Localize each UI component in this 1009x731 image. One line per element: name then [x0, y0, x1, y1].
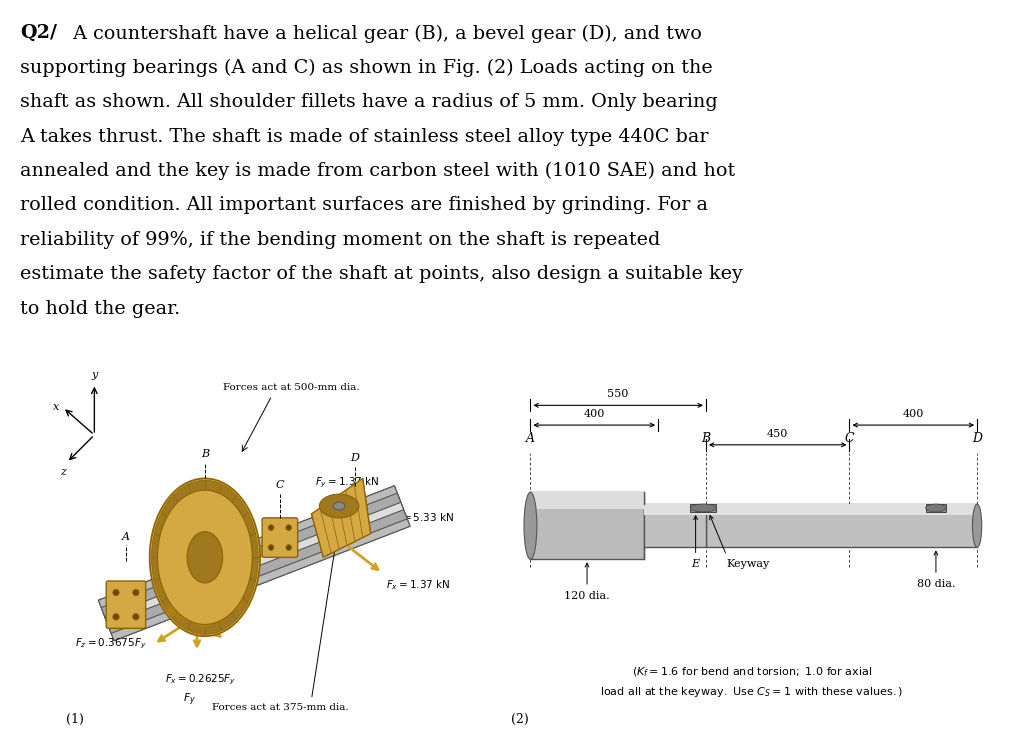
Text: Q2/: Q2/: [20, 24, 58, 42]
Circle shape: [268, 545, 273, 550]
Bar: [706, 504, 977, 515]
Text: estimate the safety factor of the shaft at points, also design a suitable key: estimate the safety factor of the shaft …: [20, 265, 743, 283]
Circle shape: [286, 545, 292, 550]
Text: x: x: [52, 402, 59, 412]
Text: reliability of 99%, if the bending moment on the shaft is repeated: reliability of 99%, if the bending momen…: [20, 231, 661, 249]
Text: $F_y$: $F_y$: [183, 692, 196, 708]
Ellipse shape: [157, 491, 252, 624]
Text: rolled condition. All important surfaces are finished by grinding. For a: rolled condition. All important surfaces…: [20, 197, 708, 214]
Text: D: D: [350, 452, 359, 463]
Polygon shape: [101, 493, 408, 633]
Text: $F_y = 1.37\ \mathrm{kN}$: $F_y = 1.37\ \mathrm{kN}$: [315, 476, 379, 491]
Circle shape: [132, 613, 139, 620]
Text: D: D: [972, 432, 982, 444]
Text: Forces act at 500-mm dia.: Forces act at 500-mm dia.: [223, 383, 360, 392]
Text: A countershaft have a helical gear (B), a bevel gear (D), and two: A countershaft have a helical gear (B), …: [67, 24, 701, 42]
Polygon shape: [98, 485, 410, 641]
Text: Keyway: Keyway: [726, 559, 770, 569]
Text: 400: 400: [903, 409, 924, 419]
Circle shape: [268, 525, 273, 531]
Text: C: C: [275, 480, 285, 491]
Polygon shape: [98, 485, 410, 641]
Ellipse shape: [925, 504, 946, 512]
Text: 400: 400: [583, 409, 605, 419]
Circle shape: [286, 525, 292, 531]
Text: C: C: [845, 432, 855, 444]
Text: E: E: [691, 559, 699, 569]
Bar: [644, 504, 706, 515]
Circle shape: [132, 589, 139, 596]
Ellipse shape: [973, 504, 982, 548]
FancyBboxPatch shape: [106, 581, 145, 629]
Ellipse shape: [187, 531, 223, 583]
Text: y: y: [91, 370, 98, 379]
Text: (2): (2): [512, 713, 529, 726]
Text: 450: 450: [767, 429, 788, 439]
Text: B: B: [201, 449, 209, 458]
Ellipse shape: [524, 492, 537, 559]
Text: 80 dia.: 80 dia.: [917, 579, 956, 589]
Text: $F_x = 0.2625F_y$: $F_x = 0.2625F_y$: [165, 673, 237, 687]
Bar: [690, 504, 716, 512]
Ellipse shape: [333, 502, 345, 510]
Polygon shape: [165, 557, 244, 629]
Text: (1): (1): [66, 713, 84, 726]
Text: Forces act at 375-mm dia.: Forces act at 375-mm dia.: [212, 702, 348, 712]
Bar: [644, 504, 706, 548]
Text: A: A: [526, 432, 535, 444]
Text: supporting bearings (A and C) as shown in Fig. (2) Loads acting on the: supporting bearings (A and C) as shown i…: [20, 58, 713, 77]
Ellipse shape: [690, 504, 716, 512]
Circle shape: [113, 589, 119, 596]
Bar: [531, 492, 644, 559]
Text: shaft as shown. All shoulder fillets have a radius of 5 mm. Only bearing: shaft as shown. All shoulder fillets hav…: [20, 93, 718, 111]
Text: B: B: [701, 432, 710, 444]
Polygon shape: [312, 478, 370, 557]
Bar: [531, 492, 644, 509]
Polygon shape: [105, 502, 404, 624]
Text: 550: 550: [607, 390, 629, 399]
Text: $(K_f = 1.6\ \mathrm{for\ bend\ and\ torsion;}\ 1.0\ \mathrm{for\ axial}$: $(K_f = 1.6\ \mathrm{for\ bend\ and\ tor…: [632, 665, 872, 678]
Ellipse shape: [320, 494, 359, 518]
Text: A: A: [122, 531, 130, 542]
Circle shape: [113, 613, 119, 620]
Text: $F_z = 5.33\ \mathrm{kN}$: $F_z = 5.33\ \mathrm{kN}$: [390, 511, 454, 525]
Text: $F_x = 1.37\ \mathrm{kN}$: $F_x = 1.37\ \mathrm{kN}$: [386, 578, 451, 592]
Text: $F_z = 0.3675F_y$: $F_z = 0.3675F_y$: [75, 637, 146, 651]
Bar: [706, 504, 977, 548]
Text: z: z: [60, 466, 66, 477]
Ellipse shape: [151, 480, 258, 635]
Text: to hold the gear.: to hold the gear.: [20, 300, 181, 317]
Bar: [925, 504, 946, 512]
Text: A takes thrust. The shaft is made of stainless steel alloy type 440C bar: A takes thrust. The shaft is made of sta…: [20, 127, 708, 145]
Text: 120 dia.: 120 dia.: [564, 591, 609, 601]
Text: annealed and the key is made from carbon steel with (1010 SAE) and hot: annealed and the key is made from carbon…: [20, 162, 736, 180]
FancyBboxPatch shape: [262, 518, 298, 557]
Text: $\mathrm{load\ all\ at\ the\ keyway.\ Use}\ C_S = 1\ \mathrm{with\ these\ values: $\mathrm{load\ all\ at\ the\ keyway.\ Us…: [600, 684, 903, 699]
Ellipse shape: [149, 478, 260, 636]
